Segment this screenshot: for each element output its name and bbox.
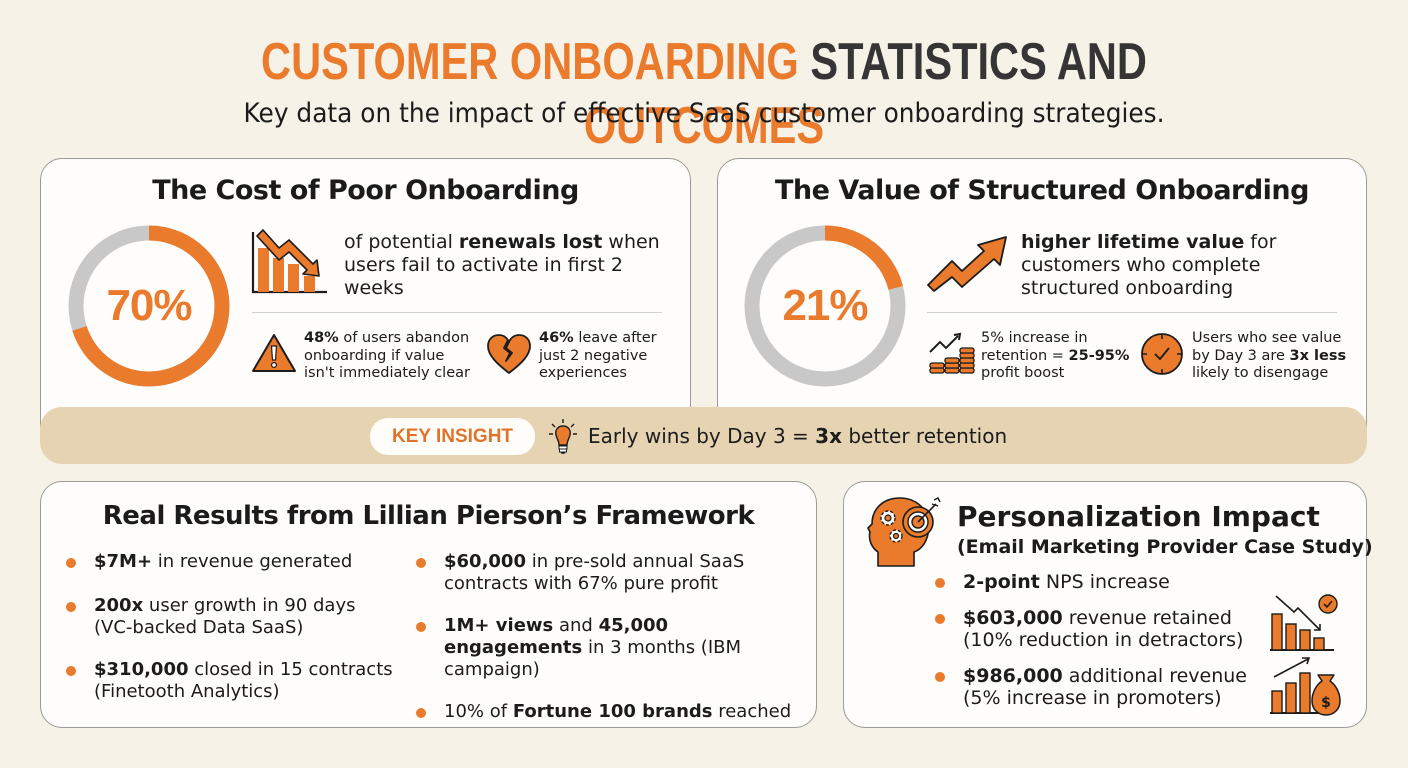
stat-46-percent: 46% leave after just 2 negative experien… — [539, 330, 657, 381]
cost-card-title: The Cost of Poor Onboarding — [152, 175, 579, 206]
page-title: CUSTOMER ONBOARDING STATISTICS AND OUTCO… — [141, 30, 1267, 158]
donut-70-percent: 70% — [67, 224, 231, 388]
clock-check-icon — [1140, 332, 1184, 376]
results-left-list: $7M+ in revenue generated 200x user grow… — [66, 551, 396, 703]
key-insight-text: Early wins by Day 3 = 3x better retentio… — [588, 424, 1008, 448]
result-item: 10% of Fortune 100 brands reached — [416, 701, 801, 723]
cost-divider — [252, 312, 662, 313]
result-item: 200x user growth in 90 days (VC-backed D… — [66, 595, 396, 639]
cost-main-text: of potential renewals lost when users fa… — [344, 231, 660, 299]
result-item: $7M+ in revenue generated — [66, 551, 396, 573]
donut-value: 21% — [782, 281, 868, 330]
declining-bar-chart-icon — [249, 228, 329, 296]
trend-up-arrow-icon — [926, 235, 1008, 293]
coins-growth-icon — [928, 332, 976, 378]
personalization-item: $603,000 revenue retained (10% reduction… — [935, 607, 1255, 651]
head-gears-target-icon — [866, 494, 944, 568]
result-item: $60,000 in pre-sold annual SaaS contract… — [416, 551, 801, 595]
page-subtitle: Key data on the impact of effective SaaS… — [243, 98, 1165, 129]
stat-retention-profit: 5% increase in retention = 25-95% profit… — [981, 330, 1130, 381]
results-right-list: $60,000 in pre-sold annual SaaS contract… — [416, 551, 801, 723]
personalization-title: Personalization Impact — [957, 500, 1320, 533]
title-part-1: CUSTOMER ONBOARDING — [261, 33, 799, 91]
title-part-2: STATISTICS AND — [810, 33, 1147, 91]
result-item: $310,000 closed in 15 contracts (Finetoo… — [66, 659, 396, 703]
value-main-text: higher lifetime value for customers who … — [1021, 231, 1277, 299]
real-results-card: Real Results from Lillian Pierson’s Fram… — [40, 481, 817, 728]
result-item: 1M+ views and 45,000 engagements in 3 mo… — [416, 615, 801, 681]
key-insight-band — [40, 407, 1367, 464]
warning-icon — [251, 333, 297, 373]
results-card-title: Real Results from Lillian Pierson’s Fram… — [102, 501, 755, 531]
growth-bars-money-bag-icon: $ — [1268, 655, 1344, 717]
personalization-item: 2-point NPS increase — [935, 571, 1255, 593]
donut-21-percent: 21% — [743, 224, 907, 388]
stat-48-percent: 48% of users abandon onboarding if value… — [304, 330, 470, 381]
stat-day3-disengage: Users who see value by Day 3 are 3x less… — [1192, 330, 1347, 381]
lightbulb-icon — [548, 418, 578, 456]
personalization-subtitle: (Email Marketing Provider Case Study) — [957, 536, 1373, 558]
key-insight-badge: KEY INSIGHT — [370, 418, 535, 455]
cost-of-poor-onboarding-card: The Cost of Poor Onboarding — [40, 158, 691, 448]
personalization-list: 2-point NPS increase $603,000 revenue re… — [935, 571, 1255, 709]
value-divider — [927, 312, 1337, 313]
personalization-item: $986,000 additional revenue (5% increase… — [935, 665, 1255, 709]
value-of-structured-onboarding-card: The Value of Structured Onboarding — [717, 158, 1367, 448]
broken-heart-icon — [486, 333, 532, 375]
declining-bars-check-icon — [1268, 592, 1340, 652]
value-card-title: The Value of Structured Onboarding — [775, 175, 1309, 206]
donut-value: 70% — [106, 281, 192, 330]
title-part-3: OUTCOMES — [583, 97, 825, 155]
svg-text:$: $ — [1321, 695, 1331, 711]
